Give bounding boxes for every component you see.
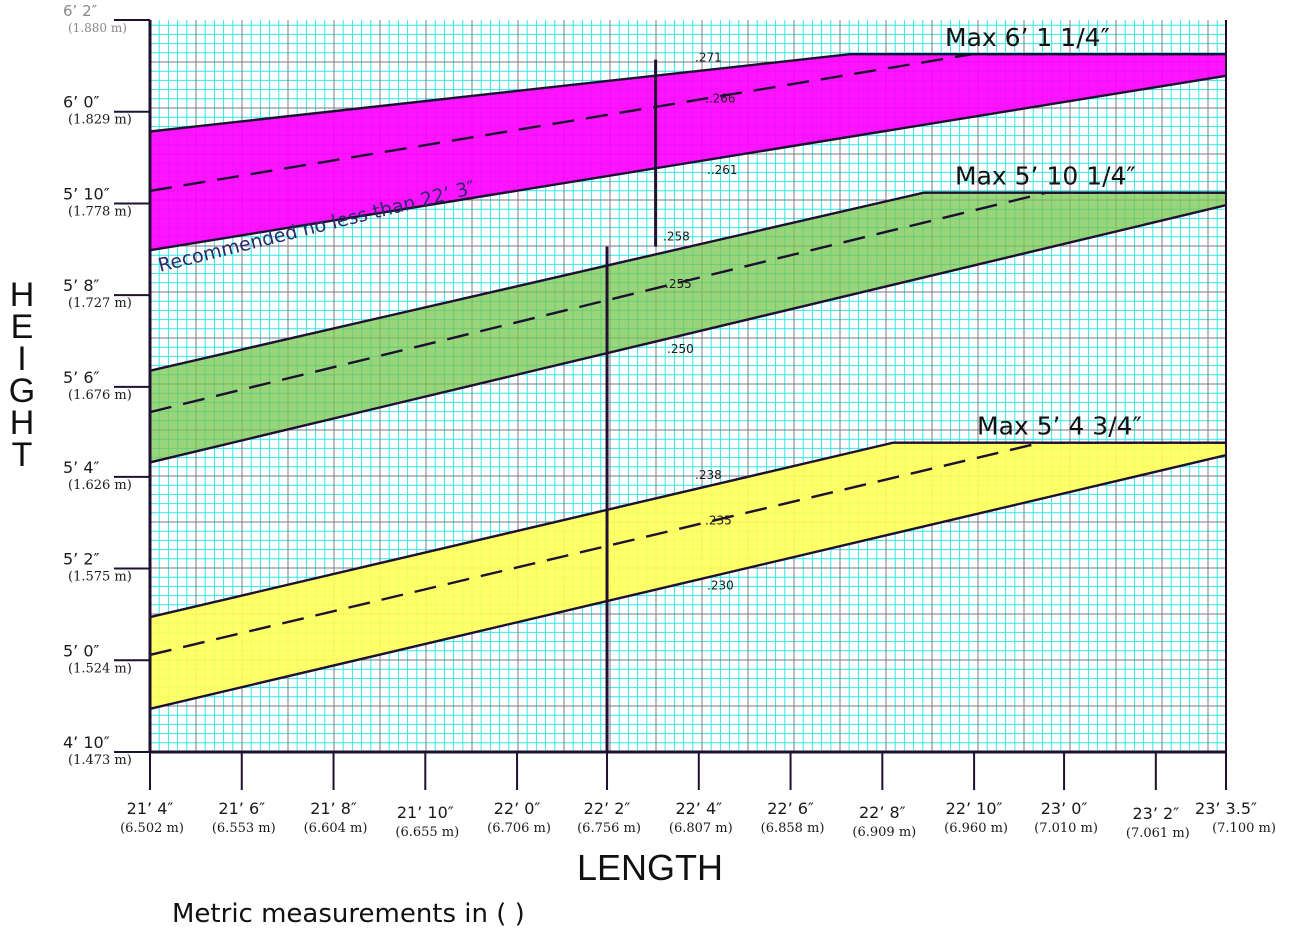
data-label: .271: [695, 50, 722, 64]
x-tick-label: 22’ 0″: [494, 799, 541, 818]
x-axis-title: LENGTH: [577, 847, 723, 888]
x-tick-metric: (7.010 m): [1034, 821, 1098, 836]
data-label: .238: [695, 468, 722, 482]
y-axis-title-letter: G: [9, 372, 35, 410]
x-tick-label: 21’ 10″: [397, 803, 454, 822]
x-tick-label: 21’ 4″: [127, 799, 174, 818]
max-label: Max 5’ 10 1/4″: [955, 162, 1136, 191]
y-tick-label: 5’ 6″: [63, 368, 100, 387]
x-tick-label: 22’ 6″: [767, 799, 814, 818]
max-label: Max 5’ 4 3/4″: [977, 412, 1142, 441]
y-tick-metric: (1.829 m): [68, 113, 132, 128]
x-tick-label: 21’ 6″: [218, 799, 265, 818]
x-tick-metric: (6.655 m): [395, 825, 459, 840]
y-tick-metric: (1.473 m): [68, 753, 132, 768]
y-tick-label: 5’ 10″: [63, 184, 110, 203]
x-tick-label: 23’ 3.5″: [1195, 799, 1257, 818]
data-label: .230: [707, 579, 734, 593]
series-line: [150, 204, 1226, 464]
y-tick-metric: (1.880 m): [68, 21, 127, 35]
x-tick-label: 22’ 10″: [946, 799, 1003, 818]
y-tick-label: 6’ 0″: [63, 93, 100, 112]
x-tick-metric: (6.960 m): [944, 821, 1008, 836]
axes: [114, 19, 1227, 790]
y-axis-title-letter: H: [10, 404, 35, 442]
y-tick-metric: (1.575 m): [68, 570, 132, 585]
x-tick-label: 21’ 8″: [310, 799, 357, 818]
x-tick-metric: (6.553 m): [212, 821, 276, 836]
y-tick-metric: (1.626 m): [68, 478, 132, 493]
band-layer: [150, 54, 1226, 709]
x-tick-metric: (6.858 m): [761, 821, 825, 836]
y-tick-label: 5’ 2″: [63, 550, 100, 569]
y-tick-label: 5’ 4″: [63, 458, 100, 477]
max-label: Max 6’ 1 1/4″: [945, 23, 1110, 52]
data-label: ..261: [707, 163, 738, 177]
series-line: [150, 441, 1226, 657]
y-axis-title-letter: T: [12, 436, 33, 474]
x-tick-metric: (6.909 m): [852, 825, 916, 840]
y-tick-label: 6’ 2″: [63, 2, 98, 20]
y-tick-label: 5’ 8″: [63, 276, 100, 295]
series-line: [150, 53, 1226, 193]
y-tick-label: 4’ 10″: [63, 733, 110, 752]
x-tick-label: 22’ 4″: [675, 799, 722, 818]
x-tick-metric: (6.604 m): [304, 821, 368, 836]
line-layer: [150, 53, 1226, 752]
y-tick-metric: (1.676 m): [68, 388, 132, 403]
band-fill: [150, 192, 1226, 463]
x-tick-metric: (6.807 m): [669, 821, 733, 836]
series-line: [150, 454, 1226, 710]
band-fill: [150, 442, 1226, 709]
x-tick-label: 23’ 0″: [1041, 799, 1088, 818]
x-tick-metric: (7.061 m): [1126, 826, 1190, 841]
x-tick-label: 22’ 8″: [859, 803, 906, 822]
x-tick-label: 22’ 2″: [584, 799, 631, 818]
x-tick-metric: (6.502 m): [120, 821, 184, 836]
data-label: ..266: [705, 92, 736, 106]
y-axis-title-letter: I: [17, 340, 26, 378]
x-tick-label: 23’ 2″: [1132, 804, 1179, 823]
y-axis-title-letter: E: [11, 308, 34, 346]
data-label: .250: [667, 342, 694, 356]
x-tick-metric: (6.706 m): [487, 821, 551, 836]
x-tick-metric: (7.100 m): [1212, 821, 1276, 836]
data-label: .258: [663, 230, 690, 244]
y-tick-metric: (1.778 m): [68, 204, 132, 219]
data-label: .255: [665, 277, 692, 291]
y-axis-title-letter: H: [10, 276, 35, 314]
series-line: [150, 74, 1226, 252]
y-tick-label: 5’ 0″: [63, 641, 100, 660]
x-tick-metric: (6.756 m): [577, 821, 641, 836]
metric-note: Metric measurements in ( ): [172, 899, 525, 929]
y-tick-metric: (1.524 m): [68, 661, 132, 676]
series-line: [150, 191, 1226, 414]
band-fill: [150, 54, 1226, 251]
data-label: .235: [705, 514, 732, 528]
y-tick-metric: (1.727 m): [68, 296, 132, 311]
